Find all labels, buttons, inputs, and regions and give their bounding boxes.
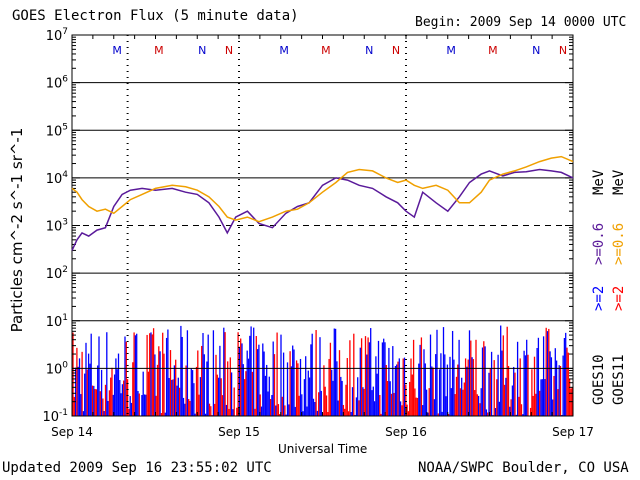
local-time-marker: M [488,44,498,57]
y-tick-label: 10-1 [42,408,68,425]
local-time-marker: N [559,44,567,57]
legend-goes10-label: GOES10 [591,354,607,405]
y-tick-label: 105 [46,122,68,139]
y-tick-label: 103 [46,218,68,235]
x-axis-label: Universal Time [278,442,368,456]
updated-timestamp: Updated 2009 Sep 16 23:55:02 UTC [2,460,272,476]
y-tick-label: 107 [46,27,68,44]
local-time-marker: N [365,44,373,57]
y-tick-label: 104 [46,170,69,187]
x-tick-label: Sep 16 [385,425,427,439]
high-energy-flux-bars [72,325,573,416]
goes10-06mev-line [71,168,574,251]
legend-goes11-06mev: >=0.6 [611,223,627,265]
y-tick-label: 102 [46,265,68,282]
goes11-06mev-line [71,155,574,223]
local-time-marker: M [154,44,164,57]
y-tick-label: 106 [46,75,69,92]
legend-mev-unit: MeV [611,169,627,195]
x-tick-label: Sep 17 [552,425,594,439]
legend-goes11-label: GOES11 [611,354,627,405]
local-time-marker: N [198,44,206,57]
source-credit: NOAA/SWPC Boulder, CO USA [418,460,629,476]
local-time-marker: M [446,44,456,57]
local-time-marker: M [321,44,331,57]
legend-goes10-2mev: >=2 [591,286,607,311]
begin-time: Begin: 2009 Sep 14 0000 UTC [415,15,627,30]
chart-title: GOES Electron Flux (5 minute data) [12,8,299,24]
local-time-marker: M [279,44,289,57]
legend-goes10-06mev: >=0.6 [591,223,607,265]
local-time-marker: N [532,44,540,57]
legend-goes11-2mev: >=2 [611,286,627,311]
y-tick-label: 101 [46,313,68,330]
y-axis-label: Particles cm^-2 s^-1 sr^-1 [8,128,26,333]
legend-mev-unit: MeV [591,169,607,195]
y-tick-label: 100 [46,360,69,377]
local-time-marker: M [112,44,122,57]
local-time-marker: N [392,44,400,57]
x-tick-label: Sep 14 [51,425,93,439]
x-tick-label: Sep 15 [218,425,260,439]
local-time-marker: N [225,44,233,57]
